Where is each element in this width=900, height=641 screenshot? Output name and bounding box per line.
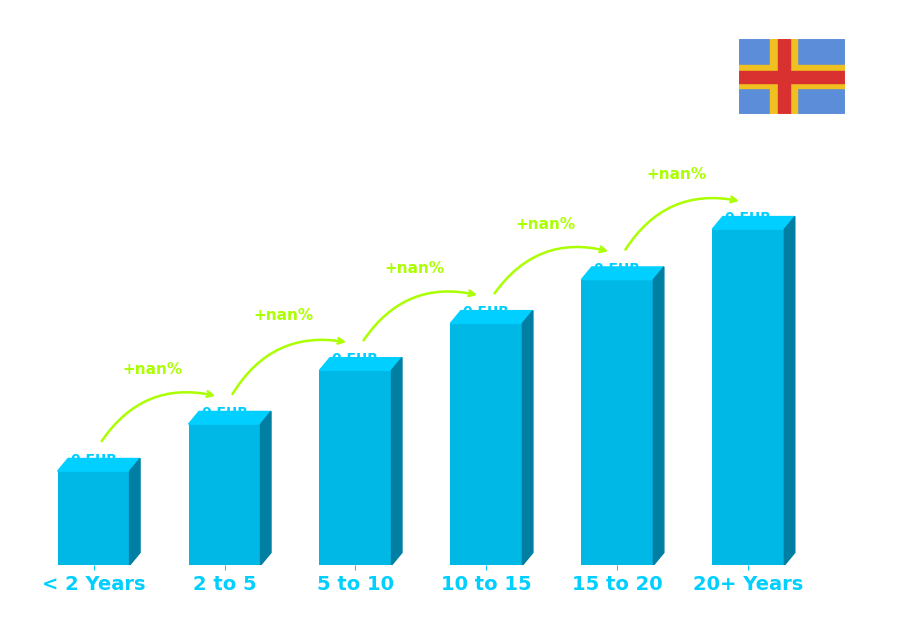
Text: +nan%: +nan% [122,362,183,377]
Text: salary: salary [400,610,461,628]
Bar [778,38,790,115]
Text: 0 EUR: 0 EUR [464,305,509,319]
Text: 0 EUR: 0 EUR [594,262,641,276]
Text: 0 EUR: 0 EUR [332,353,379,367]
Bar [738,65,846,88]
Polygon shape [653,267,664,565]
Text: +nan%: +nan% [384,261,445,276]
Polygon shape [320,358,402,370]
Text: Salary Comparison By Experience: Salary Comparison By Experience [36,32,719,66]
Bar [770,38,797,115]
Polygon shape [130,458,140,565]
Polygon shape [784,217,795,565]
Polygon shape [260,412,271,565]
Bar [320,370,392,565]
Text: 0 EUR: 0 EUR [202,406,248,420]
Text: +nan%: +nan% [254,308,313,323]
Bar [450,323,522,565]
Polygon shape [522,311,533,565]
Polygon shape [712,217,795,229]
Text: +nan%: +nan% [646,167,706,182]
Text: Due Diligence Analyst: Due Diligence Analyst [36,83,312,107]
Polygon shape [450,311,533,323]
Text: +nan%: +nan% [516,217,575,232]
Bar [712,229,784,565]
Text: 0 EUR: 0 EUR [725,212,771,225]
Polygon shape [188,412,271,424]
Bar [58,471,130,565]
Bar [581,279,653,565]
Text: salaryexplorer.com: salaryexplorer.com [364,610,536,628]
Polygon shape [392,358,402,565]
Polygon shape [581,267,664,279]
Text: Average Monthly Salary: Average Monthly Salary [861,262,876,444]
Bar [188,424,260,565]
Bar [738,71,846,83]
Text: 0 EUR: 0 EUR [70,453,117,467]
Polygon shape [58,458,140,471]
